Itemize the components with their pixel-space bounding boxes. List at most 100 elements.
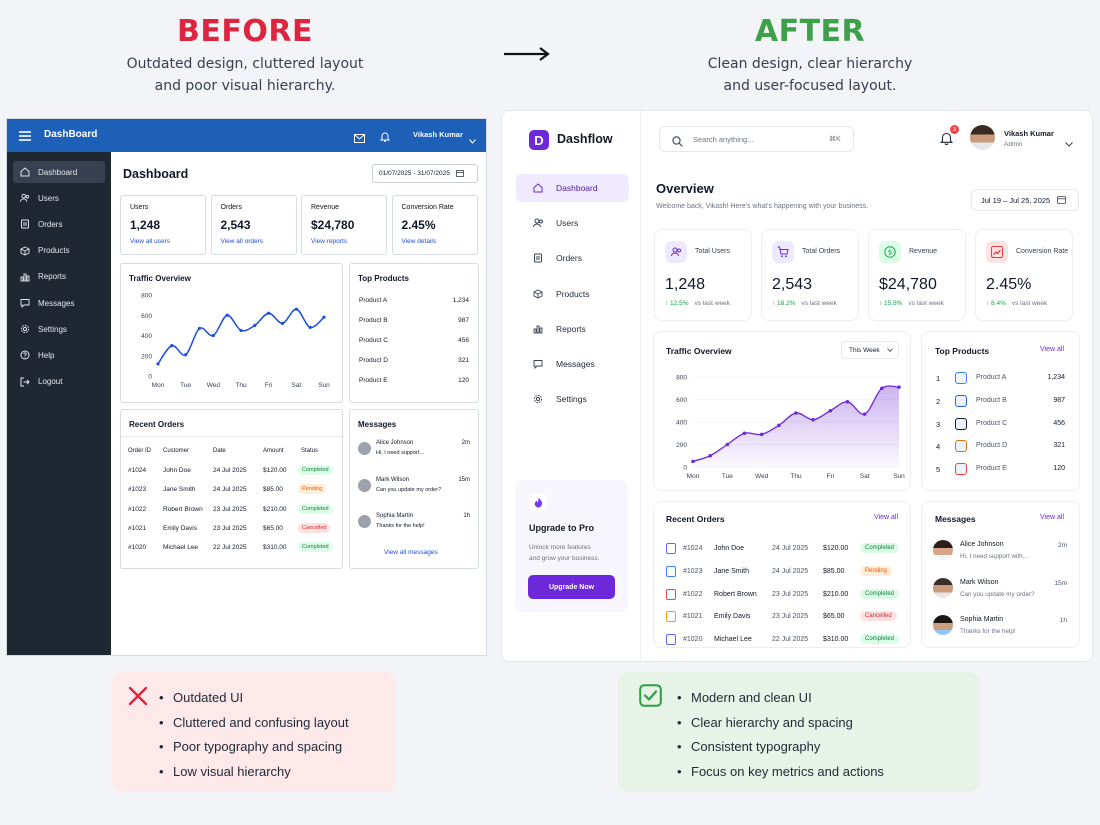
old-topbar: DashBoard Vikash Kumar <box>7 119 486 152</box>
sidebar-item-settings[interactable]: Settings <box>516 385 629 413</box>
recent-orders-view-all-link[interactable]: View all <box>874 514 898 521</box>
order-status-badge: Completed <box>860 543 900 553</box>
old-stat-link[interactable]: View all orders <box>220 238 264 245</box>
orders-icon <box>532 252 544 264</box>
old-stat-value: 2.45% <box>401 218 436 232</box>
date-range-picker[interactable]: Jul 19 – Jul 25, 2025 <box>971 189 1079 211</box>
mail-icon[interactable] <box>354 130 365 148</box>
old-sidebar-label: Settings <box>38 324 67 334</box>
sidebar-item-dashboard[interactable]: Dashboard <box>516 174 629 202</box>
product-name: Product B <box>976 396 1007 404</box>
sidebar-item-orders[interactable]: Orders <box>516 244 629 272</box>
stat-delta: ↑ 8.4% vs last week <box>986 300 1047 307</box>
old-top-products-title: Top Products <box>358 274 409 283</box>
sidebar-item-products[interactable]: Products <box>516 280 629 308</box>
bell-icon[interactable] <box>379 129 391 147</box>
old-user-name[interactable]: Vikash Kumar <box>413 130 463 139</box>
old-message-time: 1h <box>463 513 470 519</box>
old-top-products-card: Top Products Product A 1,234 Product B 987 P… <box>349 263 479 403</box>
order-date: 24 Jul 2025 <box>772 545 809 552</box>
dashflow-logo: D <box>529 130 549 150</box>
before-point: Cluttered and confusing layout <box>159 711 349 736</box>
overview-title: Overview <box>656 181 714 196</box>
orders-icon <box>20 219 30 229</box>
traffic-point <box>708 453 712 458</box>
old-sidebar-item-products[interactable]: Products <box>13 240 105 262</box>
recent-orders-title: Recent Orders <box>666 514 725 524</box>
old-brand: DashBoard <box>44 129 98 140</box>
old-stat-link[interactable]: View details <box>401 238 437 245</box>
old-traffic-chart: 0 200 400 600 800 Mon Tue Wed Thu Fri Sat Sun <box>141 293 330 390</box>
old-product-name: Product B <box>359 317 388 324</box>
product-rank: 5 <box>936 465 941 475</box>
sidebar-item-users[interactable]: Users <box>516 209 629 237</box>
period-select[interactable]: This Week <box>841 341 899 359</box>
after-title: AFTER <box>754 14 866 49</box>
chevron-down-icon[interactable] <box>469 131 476 149</box>
sidebar-item-messages[interactable]: Messages <box>516 350 629 378</box>
sidebar-item-label: Dashboard <box>556 183 598 193</box>
old-message-text: Thanks for the help! <box>376 523 425 529</box>
chevron-down-icon[interactable] <box>1065 134 1073 152</box>
search-input[interactable]: Search anything... <box>693 135 754 144</box>
old-sidebar-item-users[interactable]: Users <box>13 187 105 209</box>
traffic-area <box>693 385 899 467</box>
stat-value: 2,543 <box>772 276 813 293</box>
old-date-range[interactable]: 01/07/2025 - 31/07/2025 <box>372 164 478 183</box>
sidebar-item-label: Users <box>556 218 579 229</box>
old-sidebar-item-settings[interactable]: Settings <box>13 318 105 340</box>
logout-icon <box>20 377 30 387</box>
old-stat-link[interactable]: View reports <box>311 238 348 245</box>
old-message-avatar <box>358 442 371 455</box>
stat-delta-note: vs last week <box>1011 300 1048 307</box>
cart-icon <box>772 241 794 263</box>
old-sidebar-item-help[interactable]: Help <box>13 344 105 366</box>
old-view-all-messages-link[interactable]: View all messages <box>384 549 438 556</box>
messages-view-all-link[interactable]: View all <box>1040 514 1064 521</box>
sidebar-item-reports[interactable]: Reports <box>516 315 629 343</box>
top-products-view-all-link[interactable]: View all <box>1040 346 1064 353</box>
after-points-list: Modern and clean UIClear hierarchy and s… <box>677 686 884 784</box>
old-order-id: #1022 <box>128 505 147 513</box>
old-sidebar-item-logout[interactable]: Logout <box>13 371 105 393</box>
old-message-avatar <box>358 478 371 492</box>
order-icon <box>666 588 676 600</box>
order-status-badge: Completed <box>860 634 900 645</box>
old-sidebar-item-reports[interactable]: Reports <box>13 266 105 288</box>
users-icon <box>532 217 544 229</box>
product-icon <box>955 417 967 430</box>
order-status-badge: Cancelled <box>860 611 897 622</box>
old-stat-label: Users <box>130 204 149 211</box>
old-sidebar-label: Dashboard <box>38 167 78 177</box>
stat-label: Total Orders <box>802 248 841 255</box>
old-sidebar-label: Products <box>38 246 70 256</box>
user-avatar[interactable] <box>970 125 995 150</box>
stat-delta: ↑ 18.2% vs last week <box>772 300 837 307</box>
traffic-point <box>308 325 312 329</box>
order-icon <box>666 611 676 623</box>
x-tick-label: Sat <box>291 382 301 389</box>
trend-icon <box>986 241 1008 263</box>
before-point: Low visual hierarchy <box>159 760 349 785</box>
stat-value: $24,780 <box>879 276 937 293</box>
old-stat-link[interactable]: View all users <box>130 238 170 245</box>
stat-value: 1,248 <box>665 276 706 293</box>
upgrade-now-button[interactable]: Upgrade Now <box>528 575 615 599</box>
old-order-amount: $85.00 <box>263 486 283 494</box>
order-amount: $120.00 <box>823 545 849 552</box>
old-stat-label: Conversion Rate <box>401 204 454 211</box>
old-page-title: Dashboard <box>123 167 189 181</box>
x-tick-label: Sat <box>860 473 870 480</box>
search-bar[interactable]: Search anything... ⌘K <box>659 126 854 152</box>
order-customer: John Doe <box>714 545 744 552</box>
old-sidebar-item-dashboard[interactable]: Dashboard <box>13 161 105 183</box>
old-order-status-badge: Completed <box>298 465 333 475</box>
old-sidebar-item-messages[interactable]: Messages <box>13 292 105 314</box>
message-avatar <box>933 540 953 560</box>
traffic-point <box>253 323 257 327</box>
old-sidebar-item-orders[interactable]: Orders <box>13 213 105 235</box>
after-subtitle: Clean design, clear hierarchy and user-f… <box>707 56 913 94</box>
hamburger-icon[interactable] <box>19 129 31 147</box>
user-name[interactable]: Vikash Kumar <box>1004 129 1054 138</box>
bell-icon[interactable] <box>939 131 954 150</box>
